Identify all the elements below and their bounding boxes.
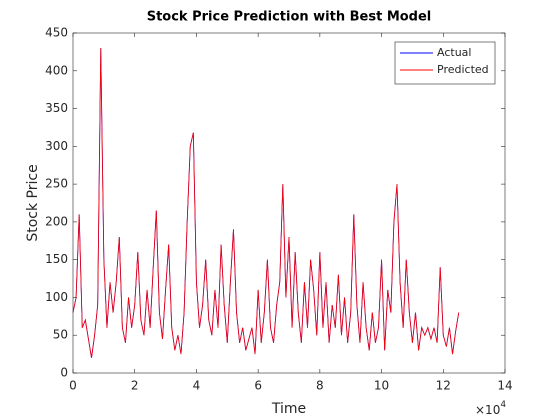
x-multiplier-exponent: 4 [500,400,506,410]
y-tick-label: 250 [45,177,68,191]
x-tick-label: 2 [131,379,139,393]
y-tick-label: 150 [45,252,68,266]
x-tick-label: 12 [436,379,451,393]
y-tick-label: 0 [60,366,68,380]
legend-box [394,41,496,85]
x-multiplier: ×104 [475,400,506,417]
x-multiplier-base: ×10 [475,403,500,417]
x-tick-label: 6 [254,379,262,393]
y-tick-label: 200 [45,214,68,228]
y-tick-label: 350 [45,101,68,115]
x-axis-label: Time [271,401,306,417]
x-tick-label: 14 [497,379,512,393]
x-tick-label: 10 [374,379,389,393]
legend-label: Predicted [437,63,489,76]
y-tick-label: 50 [53,328,68,342]
y-tick-label: 300 [45,139,68,153]
y-tick-label: 450 [45,26,68,40]
x-tick-label: 8 [316,379,324,393]
chart-title: Stock Price Prediction with Best Model [147,10,432,25]
y-tick-label: 400 [45,63,68,77]
y-tick-label: 100 [45,290,68,304]
legend-label: Actual [437,46,471,59]
y-axis-label: Stock Price [25,164,41,241]
x-tick-label: 0 [69,379,77,393]
x-tick-label: 4 [193,379,201,393]
series-line [72,48,460,358]
